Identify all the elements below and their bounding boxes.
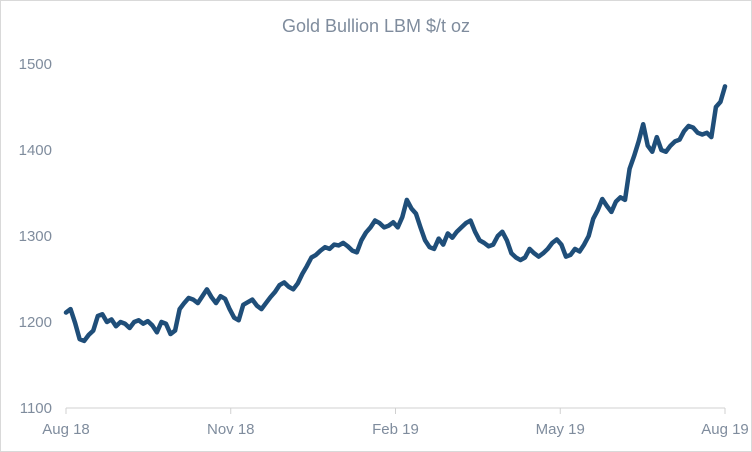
x-tick-label: Aug 18 bbox=[42, 421, 90, 438]
x-tick-label: May 19 bbox=[536, 421, 585, 438]
series-group bbox=[63, 84, 728, 344]
y-tick-label: 1400 bbox=[19, 142, 52, 159]
x-axis: Aug 18 Nov 18 Feb 19 May 19 Aug 19 bbox=[42, 407, 749, 438]
series-line-0 bbox=[63, 84, 728, 344]
y-axis-labels: 1100 1200 1300 1400 1500 bbox=[19, 56, 52, 417]
y-tick-label: 1300 bbox=[19, 228, 52, 245]
y-tick-label: 1200 bbox=[19, 314, 52, 331]
x-tick-label: Nov 18 bbox=[207, 421, 255, 438]
x-tick-label: Aug 19 bbox=[701, 421, 749, 438]
y-tick-label: 1500 bbox=[19, 56, 52, 73]
x-tick-label: Feb 19 bbox=[372, 421, 419, 438]
y-tick-label: 1100 bbox=[20, 400, 52, 417]
chart-title: Gold Bullion LBM $/t oz bbox=[281, 16, 471, 36]
